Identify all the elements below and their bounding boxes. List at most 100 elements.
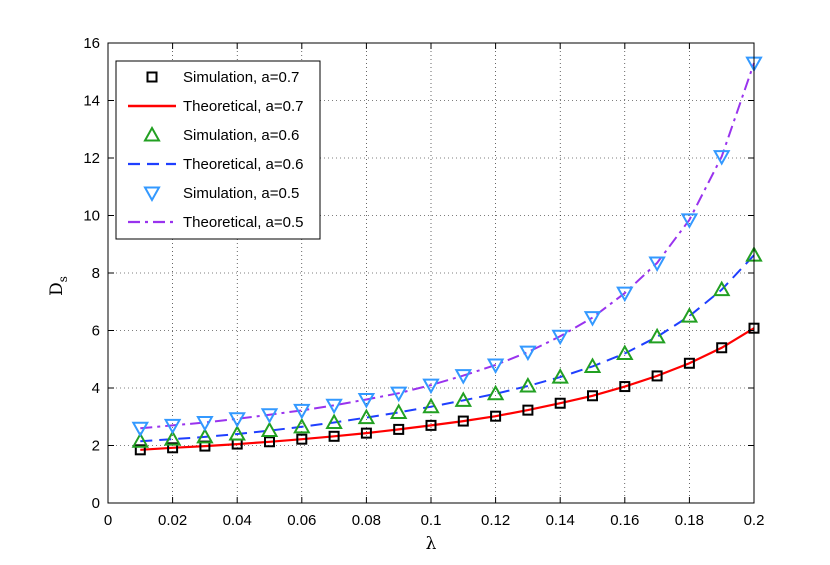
- data-point: [583, 311, 602, 327]
- data-point: [296, 433, 308, 445]
- data-point: [228, 424, 246, 441]
- data-point: [551, 329, 569, 346]
- data-point: [163, 418, 182, 435]
- data-point: [716, 342, 728, 354]
- data-point: [587, 390, 598, 402]
- data-point: [131, 432, 150, 448]
- x-tick-label: 0.14: [546, 512, 575, 529]
- y-tick-label: 4: [92, 380, 100, 397]
- x-tick-labels: 0 0.02 0.04 0.06 0.08 0.1 0.12 0.14 0.16 0.18 0.2: [104, 512, 765, 529]
- legend-item: Theoretical, a=0.7: [128, 98, 304, 115]
- data-point: [389, 386, 408, 403]
- data-point: [264, 436, 275, 448]
- legend-label: Theoretical, a=0.6: [183, 156, 304, 173]
- x-tick-label: 0.02: [158, 512, 187, 529]
- data-point: [519, 376, 537, 393]
- data-point: [422, 378, 440, 395]
- data-point: [648, 256, 666, 272]
- data-point: [260, 408, 279, 424]
- data-point: [393, 423, 405, 435]
- y-tick-label: 10: [83, 208, 100, 225]
- data-point: [457, 415, 469, 427]
- x-tick-label: 0.2: [744, 512, 765, 529]
- x-tick-label: 0.12: [481, 512, 510, 529]
- data-point: [228, 412, 246, 428]
- data-point: [163, 430, 182, 446]
- legend-label: Simulation, a=0.7: [183, 69, 299, 86]
- data-point: [357, 393, 376, 409]
- legend-label: Theoretical, a=0.7: [183, 98, 304, 115]
- data-point: [357, 408, 376, 425]
- data-point: [519, 345, 537, 362]
- legend-swatch: [143, 125, 161, 142]
- legend-swatch: [146, 71, 158, 83]
- data-point: [425, 419, 437, 431]
- y-axis-label-group: Ds: [47, 276, 70, 296]
- y-tick-label: 6: [92, 323, 100, 340]
- y-axis-label: D: [47, 282, 67, 296]
- series-marker-triangle-down: [131, 56, 763, 438]
- y-tick-label: 16: [83, 35, 100, 52]
- data-point: [293, 417, 311, 434]
- data-point: [328, 430, 340, 442]
- x-tick-label: 0.16: [610, 512, 639, 529]
- data-point: [583, 357, 602, 373]
- legend-label: Simulation, a=0.5: [183, 185, 299, 202]
- data-point: [651, 370, 663, 382]
- data-point: [648, 327, 666, 344]
- data-point: [616, 344, 634, 360]
- data-point: [389, 403, 408, 419]
- data-point: [196, 427, 214, 444]
- legend-box: [115, 60, 321, 240]
- x-tick-label: 0.1: [421, 512, 442, 529]
- data-point: [134, 444, 146, 456]
- data-point: [551, 368, 569, 384]
- legend-item: Theoretical, a=0.5: [128, 214, 304, 231]
- series-marker-triangle-up: [131, 246, 763, 448]
- legend-label: Theoretical, a=0.5: [183, 214, 304, 231]
- data-point: [486, 384, 505, 401]
- legend-item: Simulation, a=0.6: [143, 125, 299, 144]
- y-tick-label: 12: [83, 150, 100, 167]
- svg-text:Ds: Ds: [47, 276, 70, 296]
- x-tick-label: 0: [104, 512, 112, 529]
- y-tick-label: 0: [92, 495, 100, 512]
- x-tick-label: 0.06: [287, 512, 316, 529]
- data-point: [360, 427, 372, 439]
- legend: Simulation, a=0.7 Theoretical, a=0.7 Simul…: [115, 60, 321, 240]
- data-point: [260, 421, 279, 438]
- legend-item: Simulation, a=0.5: [143, 185, 299, 203]
- data-point: [486, 358, 505, 375]
- data-point: [522, 404, 534, 416]
- series-layer: [131, 56, 763, 456]
- data-point: [325, 398, 343, 415]
- y-tick-label: 2: [92, 438, 100, 455]
- y-axis-label-subscript: s: [56, 276, 70, 282]
- x-axis-label: λ: [426, 534, 437, 554]
- axis-ticks: [107, 42, 755, 504]
- data-point: [554, 397, 566, 409]
- x-tick-label: 0.18: [675, 512, 704, 529]
- data-point: [490, 410, 502, 422]
- data-point: [293, 403, 311, 420]
- data-point: [683, 357, 695, 369]
- data-point: [680, 213, 699, 229]
- data-point: [131, 421, 150, 438]
- legend-label: Simulation, a=0.6: [183, 127, 299, 144]
- y-tick-label: 8: [92, 265, 100, 282]
- data-point: [167, 442, 179, 454]
- data-point: [712, 150, 731, 166]
- data-point: [454, 369, 473, 385]
- legend-swatch: [143, 186, 161, 203]
- data-point: [454, 391, 473, 407]
- data-point: [196, 416, 214, 432]
- data-point: [680, 307, 699, 323]
- data-point: [422, 397, 440, 414]
- data-point: [616, 286, 634, 303]
- legend-item: Simulation, a=0.7: [146, 69, 299, 86]
- y-tick-labels: 0 2 4 6 8 10 12 14 16: [83, 35, 100, 512]
- legend-item: Theoretical, a=0.6: [128, 156, 304, 173]
- data-point: [619, 381, 631, 393]
- x-tick-label: 0.04: [223, 512, 252, 529]
